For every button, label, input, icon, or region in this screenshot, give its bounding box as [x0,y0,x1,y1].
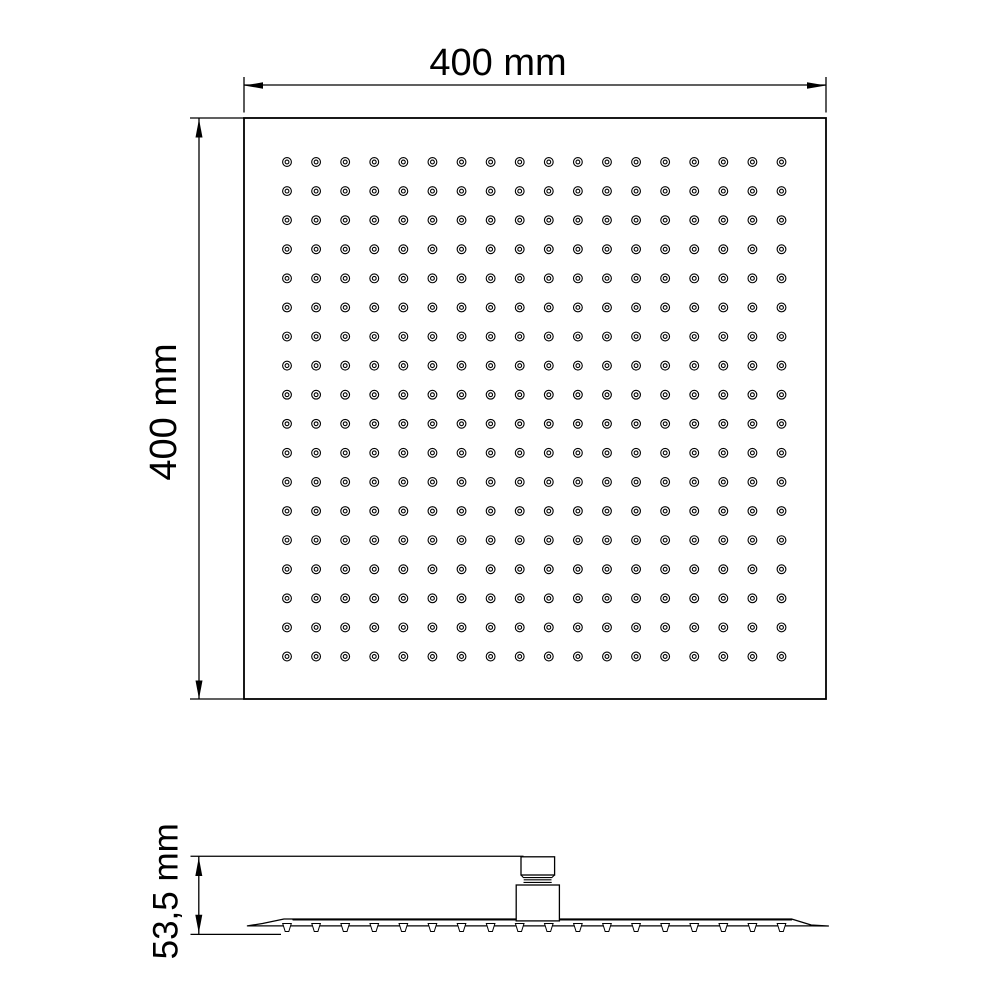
svg-text:400 mm: 400 mm [429,42,566,84]
svg-text:53,5 mm: 53,5 mm [147,823,186,959]
svg-text:400 mm: 400 mm [143,343,185,480]
